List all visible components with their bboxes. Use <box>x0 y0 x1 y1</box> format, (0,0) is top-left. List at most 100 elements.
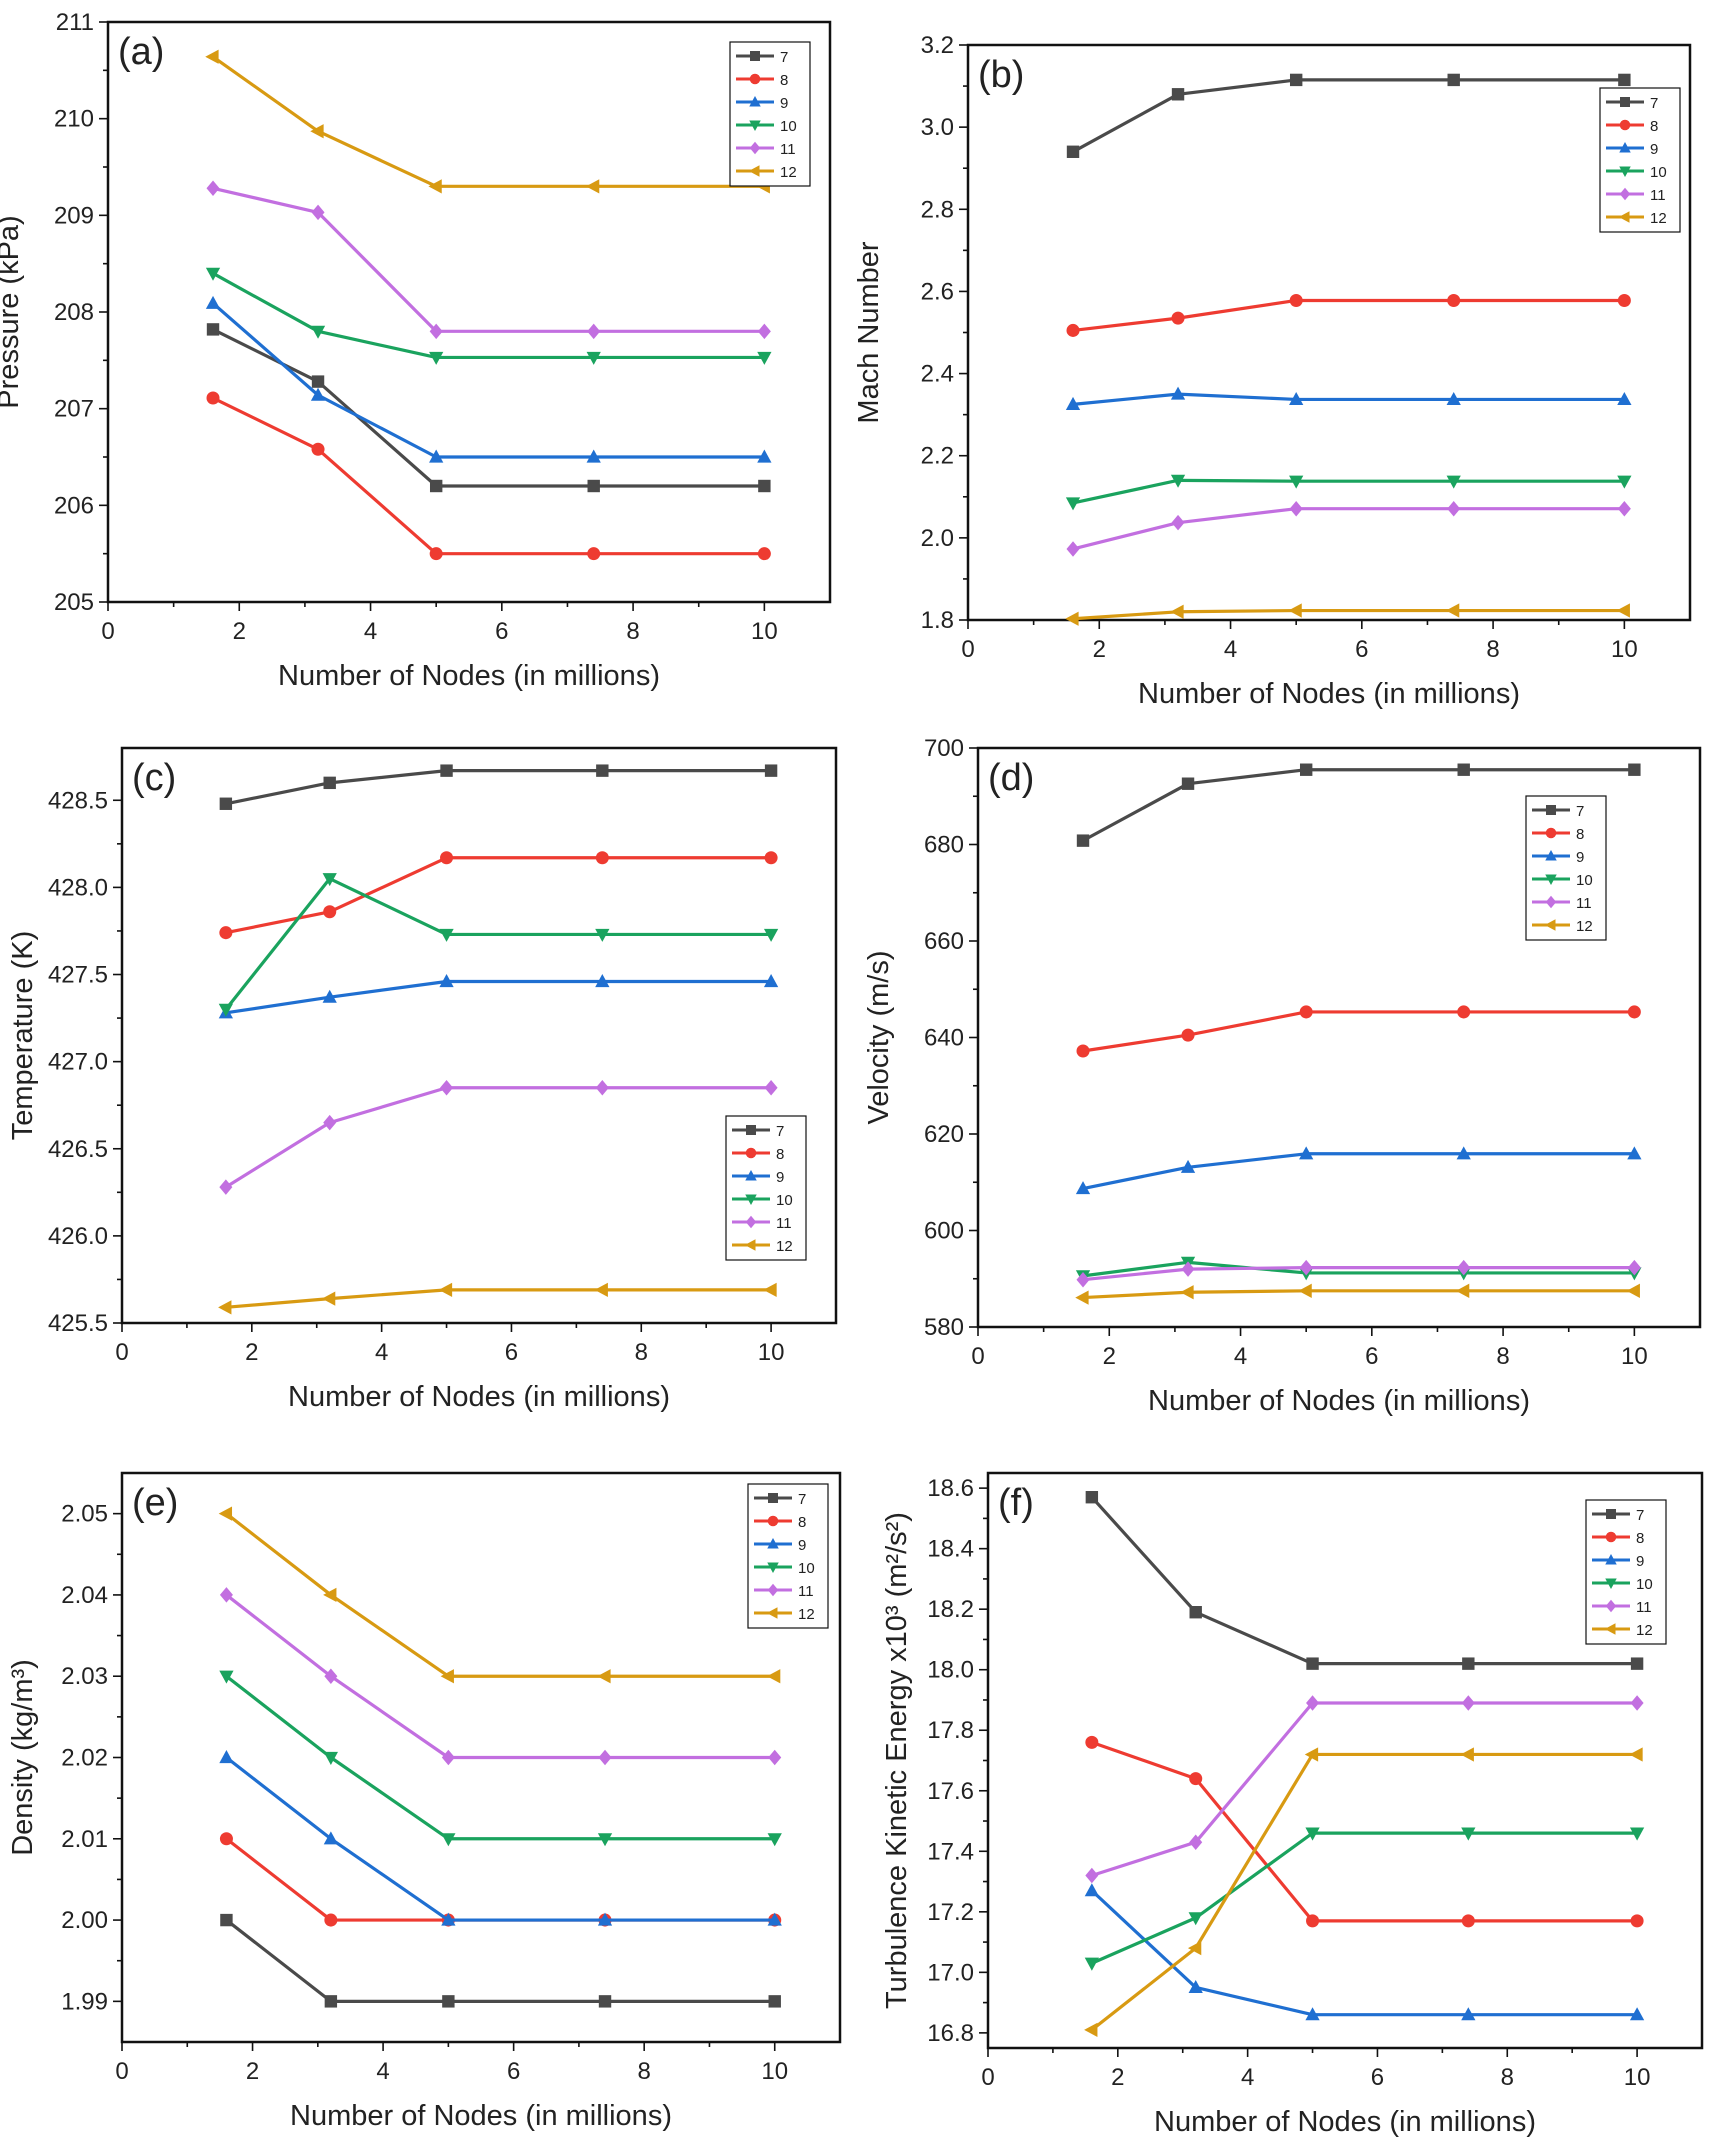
series-10 <box>1084 1827 1645 1971</box>
x-tick-label: 10 <box>751 618 778 645</box>
series-9 <box>1065 386 1632 410</box>
x-tick-label: 8 <box>1486 636 1499 663</box>
legend-label-8: 8 <box>780 72 788 89</box>
data-point-9 <box>1299 1146 1314 1160</box>
data-point-12 <box>218 1300 232 1315</box>
data-point-11 <box>1189 1834 1203 1850</box>
y-axis-title: Pressure (kPa) <box>0 215 25 408</box>
data-point-7 <box>1462 1657 1475 1670</box>
legend-marker-11 <box>1545 895 1557 909</box>
series-10 <box>1065 474 1632 511</box>
panel-letter: (f) <box>998 1482 1034 1524</box>
data-point-11 <box>311 204 325 221</box>
data-point-12 <box>1075 1290 1089 1305</box>
legend-marker-12 <box>1618 211 1630 223</box>
data-point-7 <box>596 764 609 777</box>
x-tick-label: 6 <box>1355 636 1368 663</box>
legend-marker-9 <box>1619 142 1631 153</box>
data-point-12 <box>1445 603 1460 618</box>
legend-marker-8 <box>767 1515 779 1527</box>
data-point-9 <box>1456 1146 1471 1160</box>
data-point-9 <box>763 974 779 988</box>
data-point-10 <box>429 351 444 365</box>
data-point-11 <box>429 323 443 340</box>
data-point-7 <box>1189 1606 1202 1619</box>
legend-label-7: 7 <box>776 1123 784 1140</box>
legend-label-11: 11 <box>1636 1599 1652 1616</box>
legend-label-9: 9 <box>776 1169 784 1186</box>
data-point-10 <box>595 928 610 942</box>
y-tick-label: 2.05 <box>61 1501 108 1528</box>
y-tick-label: 1.99 <box>61 1988 108 2015</box>
panel-d: 0 2 4 6 8 10 580 600 620 640 660 680 700 Number of No… <box>863 735 1702 1417</box>
data-point-9 <box>1180 1159 1196 1173</box>
x-tick-label: 2 <box>233 618 246 645</box>
data-point-9 <box>322 989 337 1003</box>
data-point-11 <box>757 323 771 340</box>
legend-label-12: 12 <box>1650 210 1667 227</box>
y-tick-label: 17.2 <box>927 1899 974 1926</box>
data-point-8 <box>1627 1005 1641 1019</box>
series-12 <box>1075 1283 1640 1305</box>
legend-marker-10 <box>767 1562 779 1573</box>
data-point-11 <box>1457 1259 1471 1276</box>
legend-marker-10 <box>1619 166 1631 177</box>
data-point-10 <box>1188 1912 1203 1926</box>
series-11 <box>1066 500 1631 557</box>
data-point-10 <box>323 1751 339 1765</box>
series-9 <box>218 974 779 1019</box>
y-tick-label: 700 <box>924 735 964 762</box>
data-point-7 <box>1066 145 1080 158</box>
data-point-8 <box>1447 293 1461 307</box>
y-tick-label: 18.4 <box>927 1536 974 1563</box>
legend-marker-9 <box>767 1538 779 1549</box>
plot-frame <box>120 746 838 1325</box>
x-axis-title: Number of Nodes (in millions) <box>288 1381 670 1413</box>
y-tick-label: 2.00 <box>61 1907 108 1934</box>
data-point-10 <box>597 1833 613 1847</box>
series-12 <box>218 1282 777 1315</box>
legend-label-10: 10 <box>780 118 797 135</box>
data-point-7 <box>768 1995 781 2008</box>
data-point-7 <box>440 764 453 777</box>
data-point-9 <box>1188 1980 1203 1994</box>
legend-label-8: 8 <box>1650 118 1658 135</box>
series-11 <box>219 1587 782 1766</box>
data-point-11 <box>219 1587 233 1603</box>
y-tick-label: 428.0 <box>48 874 108 901</box>
y-tick-label: 2.0 <box>921 525 954 552</box>
data-point-7 <box>764 764 778 777</box>
x-tick-label: 6 <box>1371 2064 1384 2091</box>
x-tick-label: 10 <box>758 1339 785 1366</box>
legend-label-12: 12 <box>776 1238 793 1255</box>
y-tick-label: 211 <box>56 9 94 36</box>
data-point-10 <box>219 1670 234 1684</box>
legend-marker-8 <box>1605 1531 1617 1543</box>
data-point-7 <box>1447 73 1460 87</box>
series-7 <box>220 1913 781 2008</box>
data-point-11 <box>1299 1259 1313 1276</box>
panel-e: 0 2 4 6 8 10 1.99 2.00 2.01 2.02 2.03 2.04 2.05 Numbe… <box>7 1471 842 2132</box>
legend: 7 8 9 10 11 12 <box>729 41 811 187</box>
data-point-10 <box>757 351 772 365</box>
y-axis-title: Mach Number <box>853 241 885 423</box>
data-point-7 <box>311 375 325 388</box>
data-point-11 <box>206 180 220 197</box>
data-point-8 <box>1066 323 1080 337</box>
legend: 7 8 9 10 11 12 <box>1599 87 1681 233</box>
series-7 <box>1076 763 1641 847</box>
data-point-12 <box>585 179 600 194</box>
series-7 <box>219 764 778 810</box>
data-point-8 <box>595 851 609 865</box>
x-tick-label: 2 <box>246 2058 259 2085</box>
data-point-12 <box>1065 611 1079 626</box>
y-tick-label: 209 <box>54 202 94 229</box>
series-9 <box>1075 1146 1642 1195</box>
legend-marker-10 <box>1605 1578 1617 1589</box>
data-point-8 <box>1189 1772 1203 1786</box>
y-tick-label: 427.0 <box>48 1049 108 1076</box>
x-tick-label: 2 <box>1103 1343 1116 1370</box>
legend: 7 8 9 10 11 12 <box>1525 795 1607 941</box>
legend-marker-11 <box>749 141 761 155</box>
